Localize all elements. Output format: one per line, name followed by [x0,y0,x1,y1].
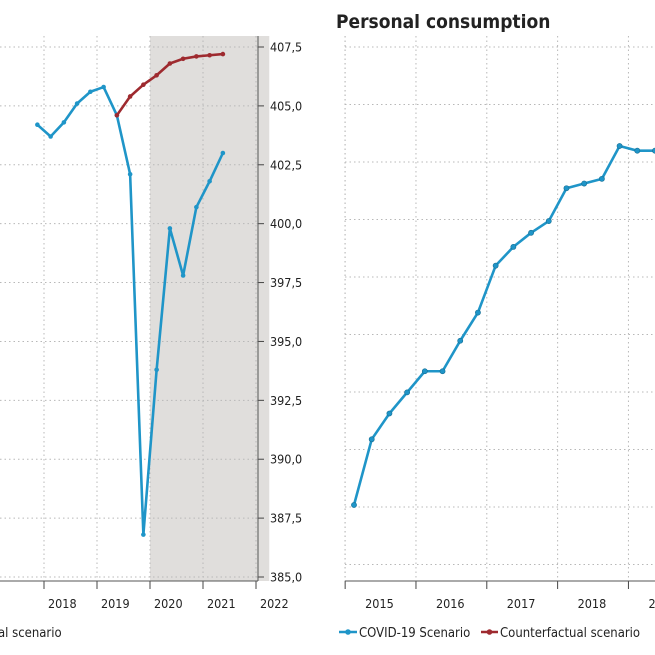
left-y-axis: 407,5 405,0 402,5 400,0 397,5 395,0 392,5 390,0… [257,36,302,585]
data-point-counterfactual-scenario [141,82,146,87]
left-y-tick-label: 407,5 [270,40,302,55]
data-point-covid-19-scenario [127,171,133,177]
data-point-covid-19-scenario [167,226,173,231]
left-y-tick-label: 395,0 [270,334,302,349]
data-point-covid-19-scenario [510,243,517,250]
legend-label-counterfactual: Counterfactual scenario [500,626,640,641]
left-x-tick-label: 2018 [48,596,77,611]
left-y-tick-label: 392,5 [270,393,302,408]
data-point-covid-19-scenario [74,101,80,106]
data-point-covid-19-scenario [35,122,40,128]
left-y-tick-label: 385,0 [270,570,302,585]
data-point-covid-19-scenario [528,229,534,236]
data-point-covid-19-scenario [439,368,446,375]
right-x-tick-label: 2016 [436,596,465,611]
data-point-covid-19-scenario [141,532,146,537]
shaded-region [150,36,270,581]
data-point-counterfactual-scenario [220,51,226,57]
data-point-covid-19-scenario [351,502,357,508]
right-legend: COVID-19 Scenario Counterfactual scenari… [339,626,640,641]
left-y-tick-label: 390,0 [270,452,302,467]
data-point-covid-19-scenario [545,218,552,224]
left-x-axis: 2018 2019 2020 2021 2022 [0,580,289,611]
data-point-counterfactual-scenario [207,52,212,58]
data-point-covid-19-scenario [634,147,641,154]
data-point-covid-19-scenario [475,309,481,316]
left-legend: al scenario [0,626,62,641]
data-point-covid-19-scenario [404,389,411,396]
data-point-covid-19-scenario [492,262,499,269]
data-point-covid-19-scenario [616,143,623,149]
left-chart: 407,5 405,0 402,5 400,0 397,5 395,0 392,5 390,0… [0,36,302,641]
data-point-counterfactual-scenario [154,72,159,78]
data-point-covid-19-scenario [180,273,186,278]
left-y-tick-label: 402,5 [270,157,302,172]
left-x-tick-label: 2019 [101,596,130,611]
data-point-covid-19-scenario [207,178,212,184]
data-point-covid-19-scenario [194,204,199,210]
data-point-covid-19-scenario [61,120,67,125]
data-point-covid-19-scenario [457,337,464,344]
left-x-tick-label: 2022 [260,596,289,611]
right-x-tick-label: 2015 [365,596,394,611]
left-x-tick-label: 2021 [207,596,236,611]
data-point-covid-19-scenario [386,410,393,417]
right-series [351,143,655,508]
right-x-tick-label: 2018 [578,596,607,611]
data-point-counterfactual-scenario [180,56,186,62]
right-x-tick-label: 2017 [507,596,536,611]
data-point-covid-19-scenario [581,180,588,187]
data-point-counterfactual-scenario [114,113,120,118]
left-grid [0,36,258,581]
data-point-covid-19-scenario [421,368,428,375]
chart-title: Personal consumption [336,11,550,33]
left-y-tick-label: 397,5 [270,275,302,290]
data-point-covid-19-scenario [368,436,375,443]
left-y-tick-label: 387,5 [270,511,302,526]
legend-label-covid: COVID-19 Scenario [359,626,470,641]
right-x-axis: 2015 2016 2017 2018 2 [344,580,655,611]
left-y-tick-label: 405,0 [270,98,302,113]
legend-marker-covid-dot [345,629,351,635]
left-series [35,51,226,537]
left-x-tick-label: 2020 [154,596,183,611]
data-point-counterfactual-scenario [194,54,199,59]
data-point-covid-19-scenario [220,150,226,156]
data-point-covid-19-scenario [652,147,655,154]
left-y-tick-label: 400,0 [270,216,302,231]
data-point-counterfactual-scenario [167,61,173,66]
data-point-covid-19-scenario [48,134,53,139]
data-point-covid-19-scenario [88,89,93,95]
data-point-covid-19-scenario [563,185,570,192]
right-chart: Personal consumption 2015 2016 2017 2018 2 C… [336,11,655,641]
series-line-covid-19-scenario [352,144,655,506]
right-grid [344,36,655,581]
data-point-covid-19-scenario [101,84,106,90]
data-point-covid-19-scenario [154,367,159,373]
legend-marker-counterfactual-dot [486,629,493,635]
data-point-counterfactual-scenario [127,94,133,99]
data-point-covid-19-scenario [598,175,605,182]
right-x-tick-label: 2 [648,596,655,611]
legend-label-counterfactual-partial: al scenario [0,626,62,641]
